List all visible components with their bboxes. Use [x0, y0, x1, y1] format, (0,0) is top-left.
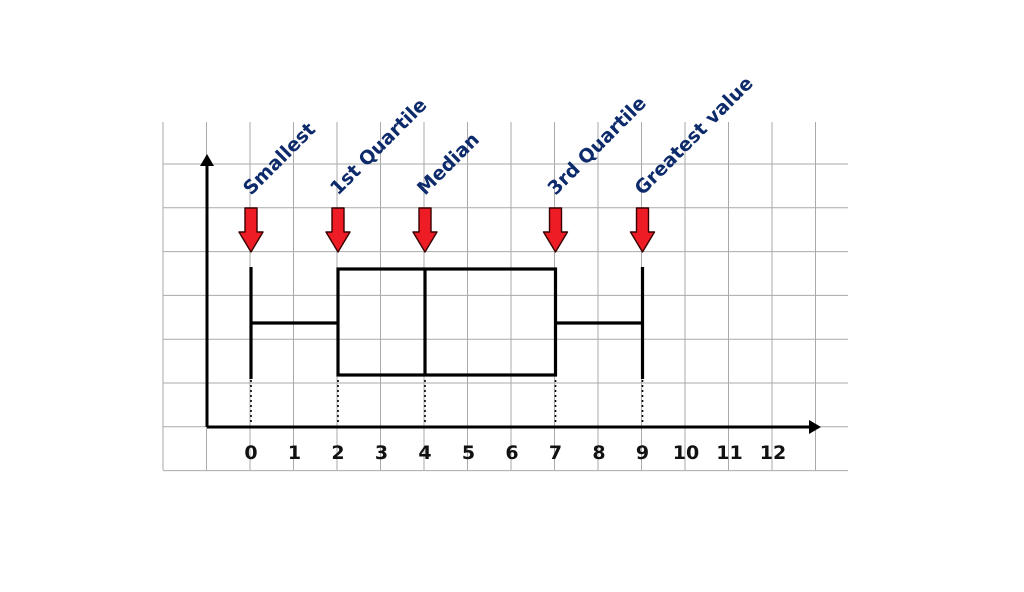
x-tick-label: 3 [375, 442, 388, 464]
x-tick-label: 6 [505, 442, 518, 464]
annotation-arrow [542, 207, 569, 253]
annotation-arrow [238, 207, 264, 253]
y-axis-arrowhead [200, 154, 214, 166]
x-axis-arrowhead [809, 420, 821, 434]
x-tick-label: 1 [288, 442, 301, 464]
x-tick-label: 4 [418, 442, 431, 464]
x-tick-label: 0 [244, 442, 257, 464]
annotation-label: Smallest [239, 118, 320, 199]
annotation-arrow [412, 207, 438, 253]
x-tick-label: 10 [673, 442, 699, 464]
box-plot [249, 267, 645, 379]
x-tick-label: 2 [331, 442, 344, 464]
x-tick-labels: 0 1 2 3 4 5 6 7 8 9 10 11 12 [244, 442, 786, 464]
annotation-arrow [325, 207, 351, 253]
axes [200, 154, 821, 434]
annotation-arrows [238, 207, 656, 253]
x-tick-label: 8 [592, 442, 605, 464]
x-tick-label: 7 [549, 442, 562, 464]
annotation-label: Greatest value [630, 72, 757, 199]
annotation-arrow [629, 207, 656, 253]
interquartile-box [336, 267, 558, 377]
x-tick-label: 12 [760, 442, 786, 464]
x-tick-label: 5 [462, 442, 475, 464]
guide-dotted-lines [250, 380, 644, 425]
x-tick-label: 11 [716, 442, 742, 464]
x-tick-label: 9 [636, 442, 649, 464]
